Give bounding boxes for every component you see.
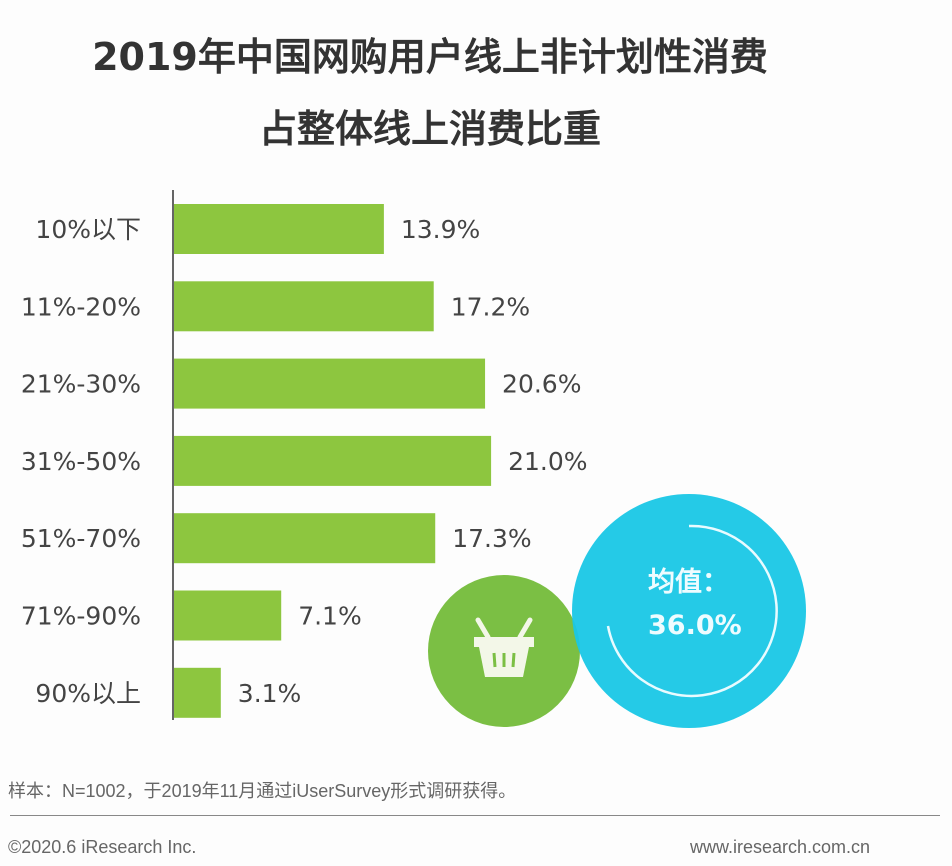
category-label: 51%-70% (21, 524, 141, 553)
footer-divider (10, 815, 940, 816)
average-ring-arc (606, 524, 778, 698)
bar (174, 590, 282, 641)
category-label: 71%-90% (21, 602, 141, 631)
bar (174, 204, 384, 254)
bar (174, 435, 492, 486)
shopping-basket-icon (474, 617, 534, 677)
data-label: 17.2% (451, 292, 530, 321)
category-label: 11%-20% (21, 292, 141, 321)
data-label: 17.3% (452, 524, 531, 553)
bar (174, 513, 436, 564)
average-label: 均值： (648, 567, 729, 598)
data-label: 13.9% (401, 215, 480, 244)
data-label: 20.6% (502, 370, 581, 399)
category-label: 31%-50% (21, 447, 141, 476)
chart-title-line2: 占整体线上消费比重 (258, 107, 601, 151)
copyright: ©2020.6 iResearch Inc. (8, 837, 197, 857)
basket-circle (428, 575, 580, 727)
data-label: 7.1% (298, 602, 362, 631)
website-link[interactable]: www.iresearch.com.cn (690, 837, 871, 857)
bar-chart: 10%以下 13.9% 11%-20% 17.2% 21%-30% 20.6% 31%-50… (21, 190, 588, 720)
bar (174, 358, 486, 409)
sample-note: 样本：N=1002，于2019年11月通过iUserSurvey形式调研获得。 (8, 781, 517, 801)
bar (174, 281, 434, 332)
data-label: 21.0% (508, 447, 587, 476)
average-circle: 均值： 36.0% (572, 494, 806, 728)
chart-title-line1: 2019年中国网购用户线上非计划性消费 (92, 35, 768, 79)
average-value: 36.0% (648, 610, 742, 641)
category-label: 10%以下 (35, 215, 141, 244)
category-label: 21%-30% (21, 370, 141, 399)
bar (174, 667, 221, 718)
data-label: 3.1% (238, 679, 302, 708)
category-label: 90%以上 (35, 679, 141, 708)
